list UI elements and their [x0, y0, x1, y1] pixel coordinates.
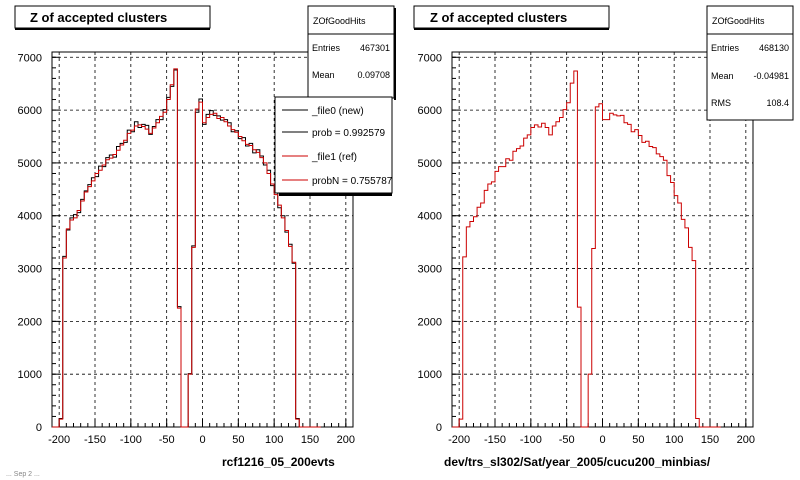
y-tick-label: 5000	[418, 158, 442, 170]
x-tick-label: -150	[84, 434, 106, 446]
x-tick-label: 0	[599, 434, 605, 446]
right-stat-label-mean: Mean	[711, 71, 734, 81]
left-y-ticks: 0 1000 2000 3000 4000 5000 6000 7000	[18, 52, 60, 434]
y-tick-label: 5000	[18, 158, 42, 170]
right-stat-value-entries: 468130	[759, 43, 789, 53]
x-tick-label: 50	[232, 434, 244, 446]
x-tick-label: -200	[448, 434, 470, 446]
x-tick-label: 200	[737, 434, 755, 446]
left-chart-title: Z of accepted clusters	[30, 10, 167, 25]
x-tick-label: -100	[120, 434, 142, 446]
right-stat-value-mean: -0.04981	[753, 71, 789, 81]
right-stats-box: ZOfGoodHits Entries 468130 Mean -0.04981…	[706, 5, 794, 121]
x-tick-label: 150	[701, 434, 719, 446]
y-tick-label: 3000	[18, 264, 42, 276]
x-tick-label: 0	[199, 434, 205, 446]
left-stats-name: ZOfGoodHits	[313, 16, 366, 26]
y-tick-label: 4000	[418, 211, 442, 223]
x-tick-label: -50	[159, 434, 175, 446]
left-stat-value-mean: 0.09708	[357, 70, 390, 80]
x-tick-label: 200	[337, 434, 355, 446]
x-tick-label: -200	[48, 434, 70, 446]
right-stat-label-rms: RMS	[711, 98, 731, 108]
y-tick-label: 0	[36, 422, 42, 434]
y-tick-label: 4000	[18, 211, 42, 223]
y-tick-label: 1000	[418, 369, 442, 381]
right-stat-value-rms: 108.4	[766, 98, 789, 108]
y-tick-label: 2000	[418, 316, 442, 328]
x-tick-label: 150	[301, 434, 319, 446]
y-tick-label: 2000	[18, 316, 42, 328]
x-tick-label: 100	[265, 434, 283, 446]
y-tick-label: 1000	[18, 369, 42, 381]
x-tick-label: 100	[665, 434, 683, 446]
left-stat-label-entries: Entries	[312, 43, 341, 53]
legend-label-new: _file0 (new)	[311, 106, 364, 117]
right-y-ticks: 0 1000 2000 3000 4000 5000 6000 7000	[418, 52, 460, 434]
legend-label-probn: probN = 0.755787	[312, 176, 393, 187]
y-tick-label: 7000	[418, 52, 442, 64]
left-legend: _file0 (new) prob = 0.992579 _file1 (ref…	[274, 96, 393, 196]
footer-timestamp: ... Sep 2 ...	[6, 471, 40, 478]
left-stats-box: ZOfGoodHits Entries 467301 Mean 0.09708	[307, 5, 396, 100]
y-tick-label: 3000	[418, 264, 442, 276]
left-series-ref-histogram	[52, 68, 321, 428]
legend-label-ref: _file1 (ref)	[311, 152, 357, 163]
right-x-axis-title: dev/trs_sl302/Sat/year_2005/cucu200_minb…	[444, 455, 711, 469]
right-series-histogram	[452, 70, 721, 428]
right-stats-name: ZOfGoodHits	[712, 16, 765, 26]
right-chart-title: Z of accepted clusters	[430, 10, 567, 25]
left-stat-value-entries: 467301	[360, 43, 390, 53]
left-stat-label-mean: Mean	[312, 70, 335, 80]
y-tick-label: 6000	[418, 105, 442, 117]
x-tick-label: -150	[484, 434, 506, 446]
left-x-axis-title: rcf1216_05_200evts	[222, 455, 335, 469]
right-x-ticks: -200 -150 -100 -50 0 50 100 150 200	[448, 419, 755, 446]
y-tick-label: 6000	[18, 105, 42, 117]
x-tick-label: -100	[520, 434, 542, 446]
y-tick-label: 7000	[18, 52, 42, 64]
right-stat-label-entries: Entries	[711, 43, 740, 53]
x-tick-label: -50	[559, 434, 575, 446]
y-tick-label: 0	[436, 422, 442, 434]
legend-label-prob: prob = 0.992579	[312, 128, 386, 139]
x-tick-label: 50	[632, 434, 644, 446]
